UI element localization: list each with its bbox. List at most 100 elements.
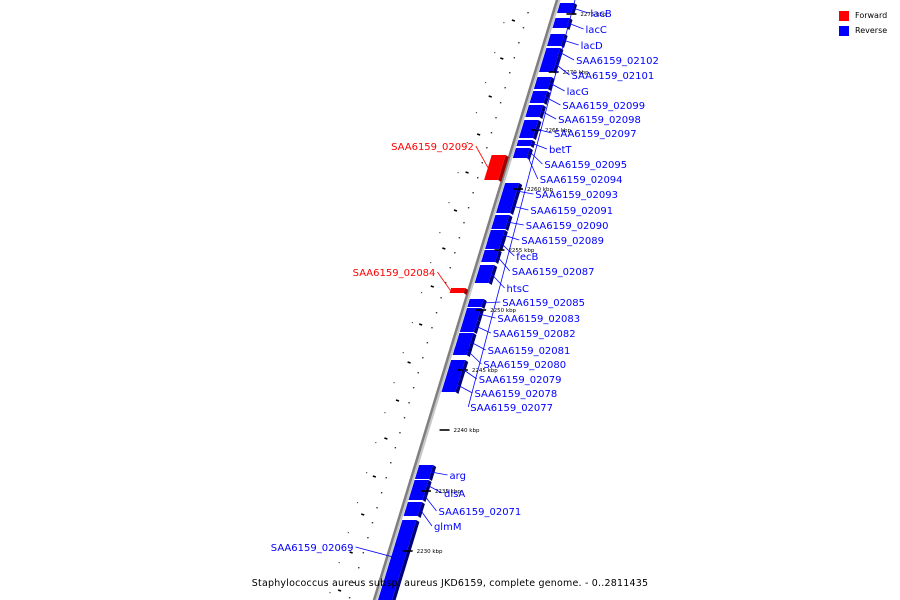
gene-label: SAA6159_02102	[576, 56, 659, 67]
tick-dot	[495, 117, 497, 119]
gene-glyph-side	[422, 490, 429, 502]
tick-dash	[349, 551, 353, 554]
gene-features	[378, 3, 578, 600]
gene-callout-line	[516, 190, 534, 195]
tick-dot-outer	[338, 562, 340, 564]
gene-callout-line	[503, 234, 520, 241]
gene-glyph	[414, 465, 434, 479]
gene-glyph	[514, 148, 530, 154]
gene-label: SAA6159_02092	[391, 142, 474, 153]
tick-dot	[490, 132, 493, 134]
gene-callout-line	[426, 484, 443, 494]
gene-callout-line	[562, 39, 579, 46]
tick-dash	[465, 171, 469, 174]
gene-label: SAA6159_02079	[479, 375, 562, 386]
gene-callout-line	[467, 350, 482, 365]
gene-callout-line	[567, 22, 584, 30]
gene-glyph	[500, 183, 520, 199]
gene-label: SAA6159_02080	[483, 360, 566, 371]
gene-glyph	[485, 237, 503, 249]
legend: Forward Reverse	[839, 9, 887, 39]
tick-dash	[418, 323, 423, 326]
scale-label: 2265 kbp	[545, 128, 571, 134]
tick-dot	[376, 507, 378, 509]
tick-dot	[499, 102, 502, 104]
gene-callout-line	[423, 494, 437, 512]
gene-label: lacD	[581, 41, 603, 52]
tick-dot	[353, 582, 355, 584]
tick-dot-outer	[411, 322, 413, 324]
gene-glyph-side	[514, 183, 523, 201]
tick-dot	[390, 462, 392, 464]
gene-glyph	[445, 360, 466, 378]
gene-labels: lacB lacC lacD SAA6159_02102 SAA6159_02101la…	[271, 0, 659, 561]
gene-glyph	[543, 48, 561, 56]
tick-dot	[348, 597, 351, 599]
tick-dash	[337, 589, 342, 592]
gene-label: SAA6159_02084	[353, 268, 436, 279]
tick-dot	[463, 222, 465, 224]
scale-label: 2230 kbp	[417, 549, 443, 555]
tick-dot	[486, 147, 488, 149]
tick-dot	[417, 372, 419, 374]
tick-dot	[362, 552, 365, 554]
gene-label: SAA6159_02089	[521, 236, 604, 247]
legend-forward: Forward	[839, 9, 887, 22]
scale-label: 2235 kbp	[435, 489, 461, 495]
tick-dash	[476, 133, 481, 136]
tick-dot-outer	[466, 142, 468, 144]
gene-glyph	[525, 105, 543, 117]
gene-label: SAA6159_02095	[544, 160, 627, 171]
tick-dash	[360, 513, 365, 516]
gene-label: lacC	[586, 25, 607, 36]
gene-callout-line	[496, 255, 511, 272]
gene-callout-line	[475, 145, 489, 168]
tick-dot-outer	[375, 442, 377, 444]
gene-label: SAA6159_02097	[554, 129, 637, 140]
gene-callout-line	[482, 301, 501, 304]
tick-dot	[522, 27, 525, 29]
gene-glyph-side	[571, 3, 578, 15]
gene-glyph-side	[417, 502, 425, 518]
gene-glyph-side	[505, 215, 513, 231]
backbone-line	[372, 0, 559, 600]
gene-label: SAA6159_02083	[497, 314, 580, 325]
tick-dot	[454, 252, 456, 254]
gene-glyph	[529, 91, 548, 103]
tick-dot	[449, 267, 451, 269]
gene-callout-line	[545, 96, 561, 106]
gene-glyph	[441, 378, 460, 392]
tick-dash	[395, 399, 400, 402]
tick-dash	[488, 95, 492, 98]
backbone-shadow	[374, 0, 561, 600]
tick-dot	[472, 192, 474, 194]
gene-glyph	[512, 154, 529, 158]
gene-callout-line	[572, 7, 589, 14]
gene-glyph	[552, 18, 570, 28]
tick-dot-outer	[347, 532, 349, 534]
gene-glyph	[546, 34, 565, 46]
tick-dot	[527, 12, 529, 14]
scale-label: 2260 kbp	[527, 187, 553, 193]
gene-glyph	[408, 490, 426, 500]
gene-callout-line	[535, 128, 552, 134]
tick-dash	[407, 361, 411, 364]
gene-label: fecB	[516, 252, 538, 263]
gene-glyph	[467, 299, 484, 307]
gene-glyph	[481, 250, 499, 262]
tick-dot-outer	[402, 352, 404, 354]
tick-dash	[430, 285, 435, 288]
gene-glyph-side	[481, 299, 487, 309]
gene-callout-line	[462, 368, 478, 380]
tick-dot	[431, 327, 433, 329]
tick-dot	[458, 237, 461, 239]
gene-label: lacG	[567, 87, 589, 98]
tick-dot-outer	[439, 232, 441, 234]
gene-glyph-side	[498, 155, 509, 182]
gene-glyph	[449, 288, 466, 293]
gene-label: lacB	[590, 9, 611, 20]
gene-glyph-side	[477, 308, 485, 322]
scale-label: 2245 kbp	[472, 368, 498, 374]
tick-dot-outer	[430, 262, 432, 264]
gene-callout-line	[430, 471, 448, 476]
